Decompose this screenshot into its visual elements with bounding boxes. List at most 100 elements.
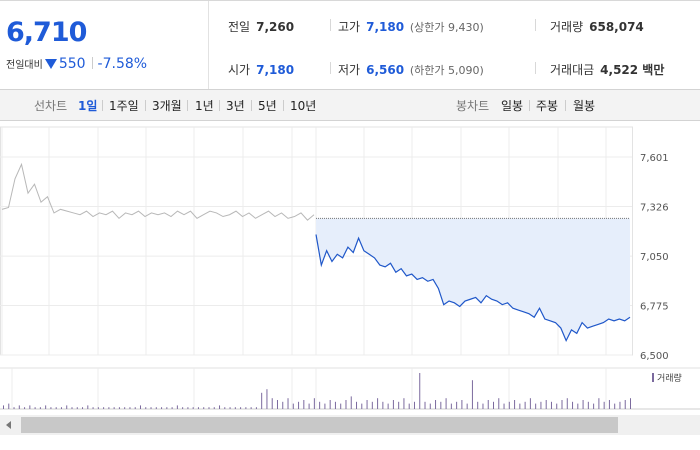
prev-close-label: 전일 <box>228 20 251 34</box>
volume-bar <box>71 407 73 409</box>
volume-bar <box>482 403 484 409</box>
volume-bar <box>45 405 47 409</box>
volume-bar <box>208 407 210 409</box>
volume-bar <box>245 407 247 409</box>
prev-close-cell: 전일 7,260 <box>228 18 294 35</box>
y-tick-label: 7,050 <box>640 252 669 263</box>
volume-bar <box>624 400 626 409</box>
series-line-today <box>315 234 631 343</box>
open-cell: 시가 7,180 <box>228 61 294 78</box>
open-value: 7,180 <box>256 63 295 77</box>
volume-bar <box>76 407 78 409</box>
amount-label: 거래대금 <box>550 63 595 77</box>
amount-value: 4,522 백만 <box>600 63 665 77</box>
candle-tab-daily[interactable]: 일봉 <box>501 99 524 113</box>
volume-bar <box>382 401 384 409</box>
volume-bar <box>561 400 563 409</box>
volume-bar <box>608 400 610 409</box>
volume-bar <box>356 401 358 409</box>
candle-chart-label: 봉차트 <box>456 99 490 113</box>
volume-legend-swatch <box>652 373 654 382</box>
volume-bar <box>572 401 574 409</box>
period-tab-5y[interactable]: 5년 <box>258 99 277 113</box>
volume-bar <box>229 407 231 409</box>
amount-cell: 거래대금 4,522 백만 <box>550 61 664 78</box>
volume-bar <box>50 407 52 409</box>
divider <box>535 19 536 31</box>
volume-bars <box>0 367 700 410</box>
volume-bar <box>176 405 178 409</box>
volume-bar <box>519 403 521 409</box>
volume-bar <box>556 403 558 409</box>
price-box: 6,710 전일대비 550 -7.58% <box>0 1 209 89</box>
volume-bar <box>350 396 352 409</box>
period-tab-1d[interactable]: 1일 <box>78 99 98 113</box>
volume-bar <box>619 401 621 409</box>
volume-bar <box>187 407 189 409</box>
volume-cell: 거래량 658,074 <box>550 18 644 35</box>
volume-bar <box>440 401 442 409</box>
volume-bar <box>55 407 57 409</box>
volume-bar <box>97 407 99 409</box>
volume-bar <box>419 373 421 409</box>
volume-bar <box>529 398 531 409</box>
scrollbar-thumb[interactable] <box>21 417 618 433</box>
candle-tab-weekly[interactable]: 주봉 <box>536 99 559 113</box>
volume-bar <box>435 400 437 409</box>
volume-bar <box>282 401 284 409</box>
volume-bar <box>103 407 105 409</box>
volume-bar <box>403 398 405 409</box>
volume-legend-label: 거래량 <box>657 372 682 384</box>
volume-bar <box>324 403 326 409</box>
horizontal-scrollbar[interactable] <box>0 415 700 435</box>
volume-bar <box>298 401 300 409</box>
period-tab-3y[interactable]: 3년 <box>226 99 245 113</box>
period-tab-10y[interactable]: 10년 <box>290 99 317 113</box>
change-row: 전일대비 550 -7.58% <box>6 56 147 72</box>
y-axis-labels: 7,601 7,326 7,050 6,775 6,500 <box>640 153 669 362</box>
volume-bar <box>429 403 431 409</box>
volume-bar <box>540 401 542 409</box>
volume-bar <box>377 398 379 409</box>
period-tab-3m[interactable]: 3개월 <box>152 99 182 113</box>
volume-bar <box>466 403 468 409</box>
volume-bar <box>345 400 347 409</box>
low-cell: 저가 6,560 (하한가 5,090) <box>338 61 484 78</box>
volume-bar <box>161 407 163 409</box>
low-label: 저가 <box>338 63 361 77</box>
volume-bar <box>319 401 321 409</box>
volume-bar <box>92 407 94 409</box>
volume-bar <box>329 400 331 409</box>
divider <box>330 62 331 74</box>
upper-limit: (상한가 9,430) <box>409 21 484 34</box>
divider <box>187 100 188 111</box>
volume-bar <box>303 400 305 409</box>
series-line-previous-day <box>1 162 315 221</box>
volume-bar <box>292 403 294 409</box>
price-chart: 7,601 7,326 7,050 6,775 6,500 거래량 <box>0 126 700 410</box>
prev-close-value: 7,260 <box>256 20 295 34</box>
high-cell: 고가 7,180 (상한가 9,430) <box>338 18 484 35</box>
volume-bar <box>503 403 505 409</box>
volume-label: 거래량 <box>550 20 584 34</box>
volume-bar <box>582 400 584 409</box>
period-tab-1w[interactable]: 1주일 <box>109 99 139 113</box>
scroll-left-arrow-icon[interactable] <box>6 421 11 429</box>
volume-bar <box>456 401 458 409</box>
volume-bar <box>34 407 36 409</box>
volume-bar <box>630 398 631 409</box>
candle-tab-monthly[interactable]: 월봉 <box>573 99 596 113</box>
volume-bar <box>371 401 373 409</box>
volume-bar <box>171 407 173 409</box>
volume-bar <box>276 400 278 409</box>
volume-bar <box>366 400 368 409</box>
y-tick-label: 6,775 <box>640 302 669 313</box>
volume-bar <box>192 407 194 409</box>
period-tab-1y[interactable]: 1년 <box>195 99 214 113</box>
volume-bar <box>261 392 263 409</box>
volume-bar <box>508 401 510 409</box>
high-value: 7,180 <box>366 20 405 34</box>
volume-bar <box>197 407 199 409</box>
volume-bar <box>545 400 547 409</box>
volume-bar <box>250 407 252 409</box>
